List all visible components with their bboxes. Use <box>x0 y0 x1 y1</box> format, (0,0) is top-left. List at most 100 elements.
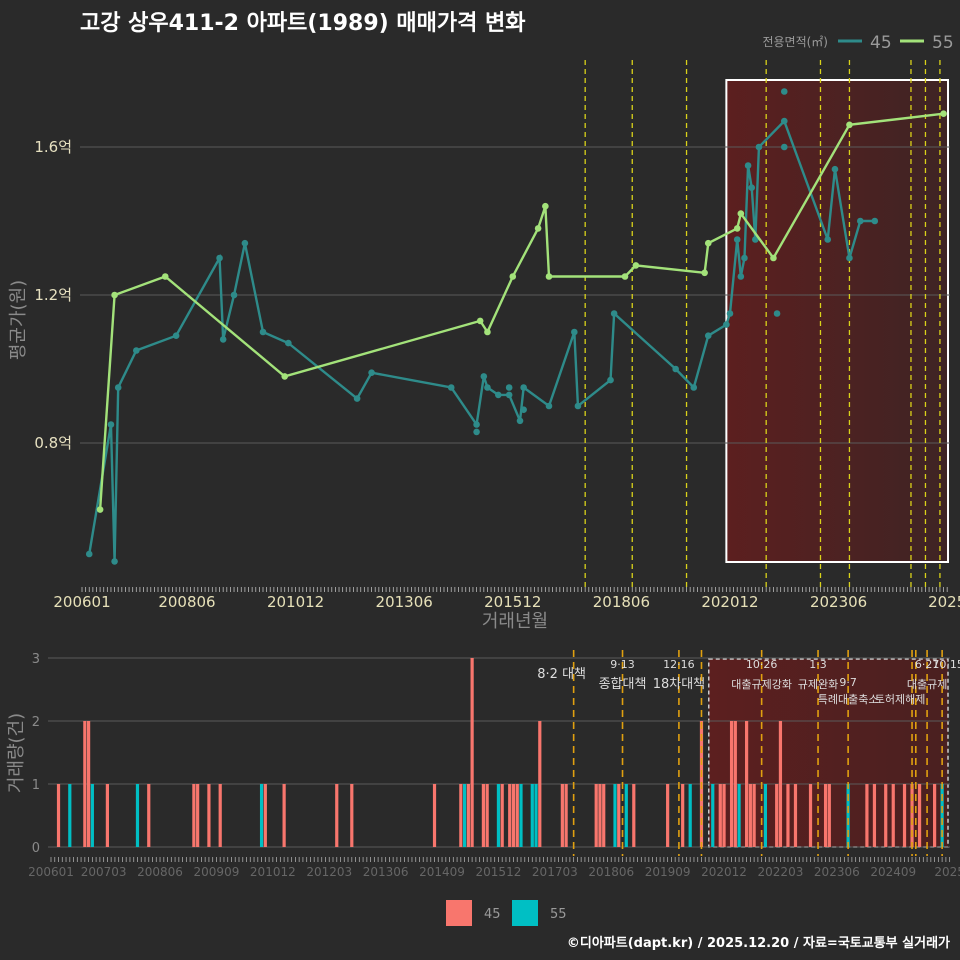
data-point-45 <box>773 310 781 317</box>
policy-name-label: 대출규제 <box>907 678 947 691</box>
data-point-45 <box>495 391 502 399</box>
bar-45 <box>207 784 211 847</box>
bar-55 <box>496 784 501 847</box>
bar-45 <box>508 784 512 847</box>
policy-name-label: 특례대출축소 <box>818 693 879 706</box>
data-point-55 <box>846 121 853 129</box>
y-tick-label: 2 <box>32 715 40 730</box>
policy-date-label: 6·27 <box>915 658 940 671</box>
policy-name-label: 종합대책 <box>599 677 647 692</box>
bar-45 <box>823 784 828 847</box>
x-tick-label: 201806 <box>588 865 634 879</box>
bar-45 <box>808 784 813 847</box>
data-point-45 <box>111 558 118 565</box>
bar-45 <box>632 784 636 847</box>
y-tick-label: 1.6억 <box>34 138 72 156</box>
x-tick-label: 202203 <box>758 865 804 879</box>
bar-45 <box>511 784 516 847</box>
bar-45 <box>917 784 922 847</box>
bar-45 <box>594 784 598 847</box>
data-point-55 <box>281 373 289 380</box>
data-point-45 <box>241 239 249 247</box>
data-point-45 <box>172 332 180 340</box>
data-point-45 <box>473 421 480 428</box>
data-point-45 <box>780 143 788 151</box>
y-axis-title: 거래량(건) <box>6 713 27 793</box>
data-point-45 <box>741 254 748 262</box>
bar-45 <box>718 784 722 847</box>
bar-45 <box>538 721 542 847</box>
bar-45 <box>617 784 621 847</box>
data-point-45 <box>610 310 618 317</box>
data-point-45 <box>748 184 755 191</box>
bar-55 <box>519 784 523 847</box>
bar-45 <box>83 721 87 847</box>
x-tick-label: 202306 <box>814 865 860 879</box>
data-point-45 <box>857 217 864 225</box>
bar-45 <box>681 784 685 847</box>
data-point-45 <box>520 384 527 391</box>
bar-45 <box>147 784 151 847</box>
bar-55 <box>613 784 617 847</box>
bar-45 <box>902 784 907 847</box>
bar-55 <box>534 784 538 847</box>
bar-45 <box>500 784 504 847</box>
data-point-45 <box>846 254 853 262</box>
data-point-55 <box>484 328 491 336</box>
data-point-55 <box>509 273 517 280</box>
data-point-55 <box>545 273 553 280</box>
bar-45 <box>602 784 606 847</box>
bar-55 <box>737 784 741 847</box>
data-point-45 <box>368 369 375 377</box>
x-tick-label: 201012 <box>267 593 324 611</box>
bar-45 <box>515 784 519 847</box>
x-tick-label: 202306 <box>810 593 867 611</box>
bar-45 <box>752 784 756 847</box>
data-point-45 <box>726 310 734 317</box>
data-point-55 <box>733 225 741 232</box>
policy-date-label: 10·26 <box>746 658 778 671</box>
data-point-45 <box>690 384 698 391</box>
bar-55 <box>846 784 850 847</box>
x-tick-label: 201512 <box>484 593 541 611</box>
y-tick-label: 1.2억 <box>34 286 72 304</box>
data-point-45 <box>780 117 788 125</box>
data-point-45 <box>480 373 488 380</box>
bar-45 <box>910 784 914 847</box>
bar-45 <box>459 784 463 847</box>
bar-45 <box>481 784 485 847</box>
x-tick-label: 202012 <box>701 865 747 879</box>
policy-date-label: 9·13 <box>610 658 635 671</box>
x-tick-label: 201409 <box>419 865 465 879</box>
policy-name-label: 대출규제강화 <box>731 678 792 691</box>
data-point-45 <box>219 336 227 343</box>
data-point-45 <box>353 395 361 402</box>
y-tick-label: 3 <box>32 652 40 667</box>
data-point-45 <box>484 384 491 391</box>
bar-45 <box>263 784 267 847</box>
data-point-45 <box>571 328 578 336</box>
data-point-45 <box>285 339 292 347</box>
data-point-45 <box>516 417 524 425</box>
bar-45 <box>827 784 831 847</box>
bar-45 <box>729 721 734 847</box>
legend-swatch-55 <box>512 900 538 926</box>
bar-45 <box>745 721 749 847</box>
bar-45 <box>56 784 61 847</box>
data-point-45 <box>744 162 752 169</box>
x-tick-label: 200909 <box>194 865 240 879</box>
data-point-55 <box>542 202 549 210</box>
bar-45 <box>560 784 564 847</box>
x-tick-label: 201012 <box>250 865 296 879</box>
data-point-55 <box>770 254 777 262</box>
data-point-45 <box>114 384 122 391</box>
y-tick-label: 0 <box>32 841 40 856</box>
data-point-45 <box>733 236 741 243</box>
data-point-45 <box>607 376 614 384</box>
bar-45 <box>793 784 798 847</box>
bar-55 <box>259 784 264 847</box>
bar-45 <box>666 784 670 847</box>
bar-55 <box>624 784 628 847</box>
bar-45 <box>778 721 783 847</box>
data-point-45 <box>831 165 839 173</box>
